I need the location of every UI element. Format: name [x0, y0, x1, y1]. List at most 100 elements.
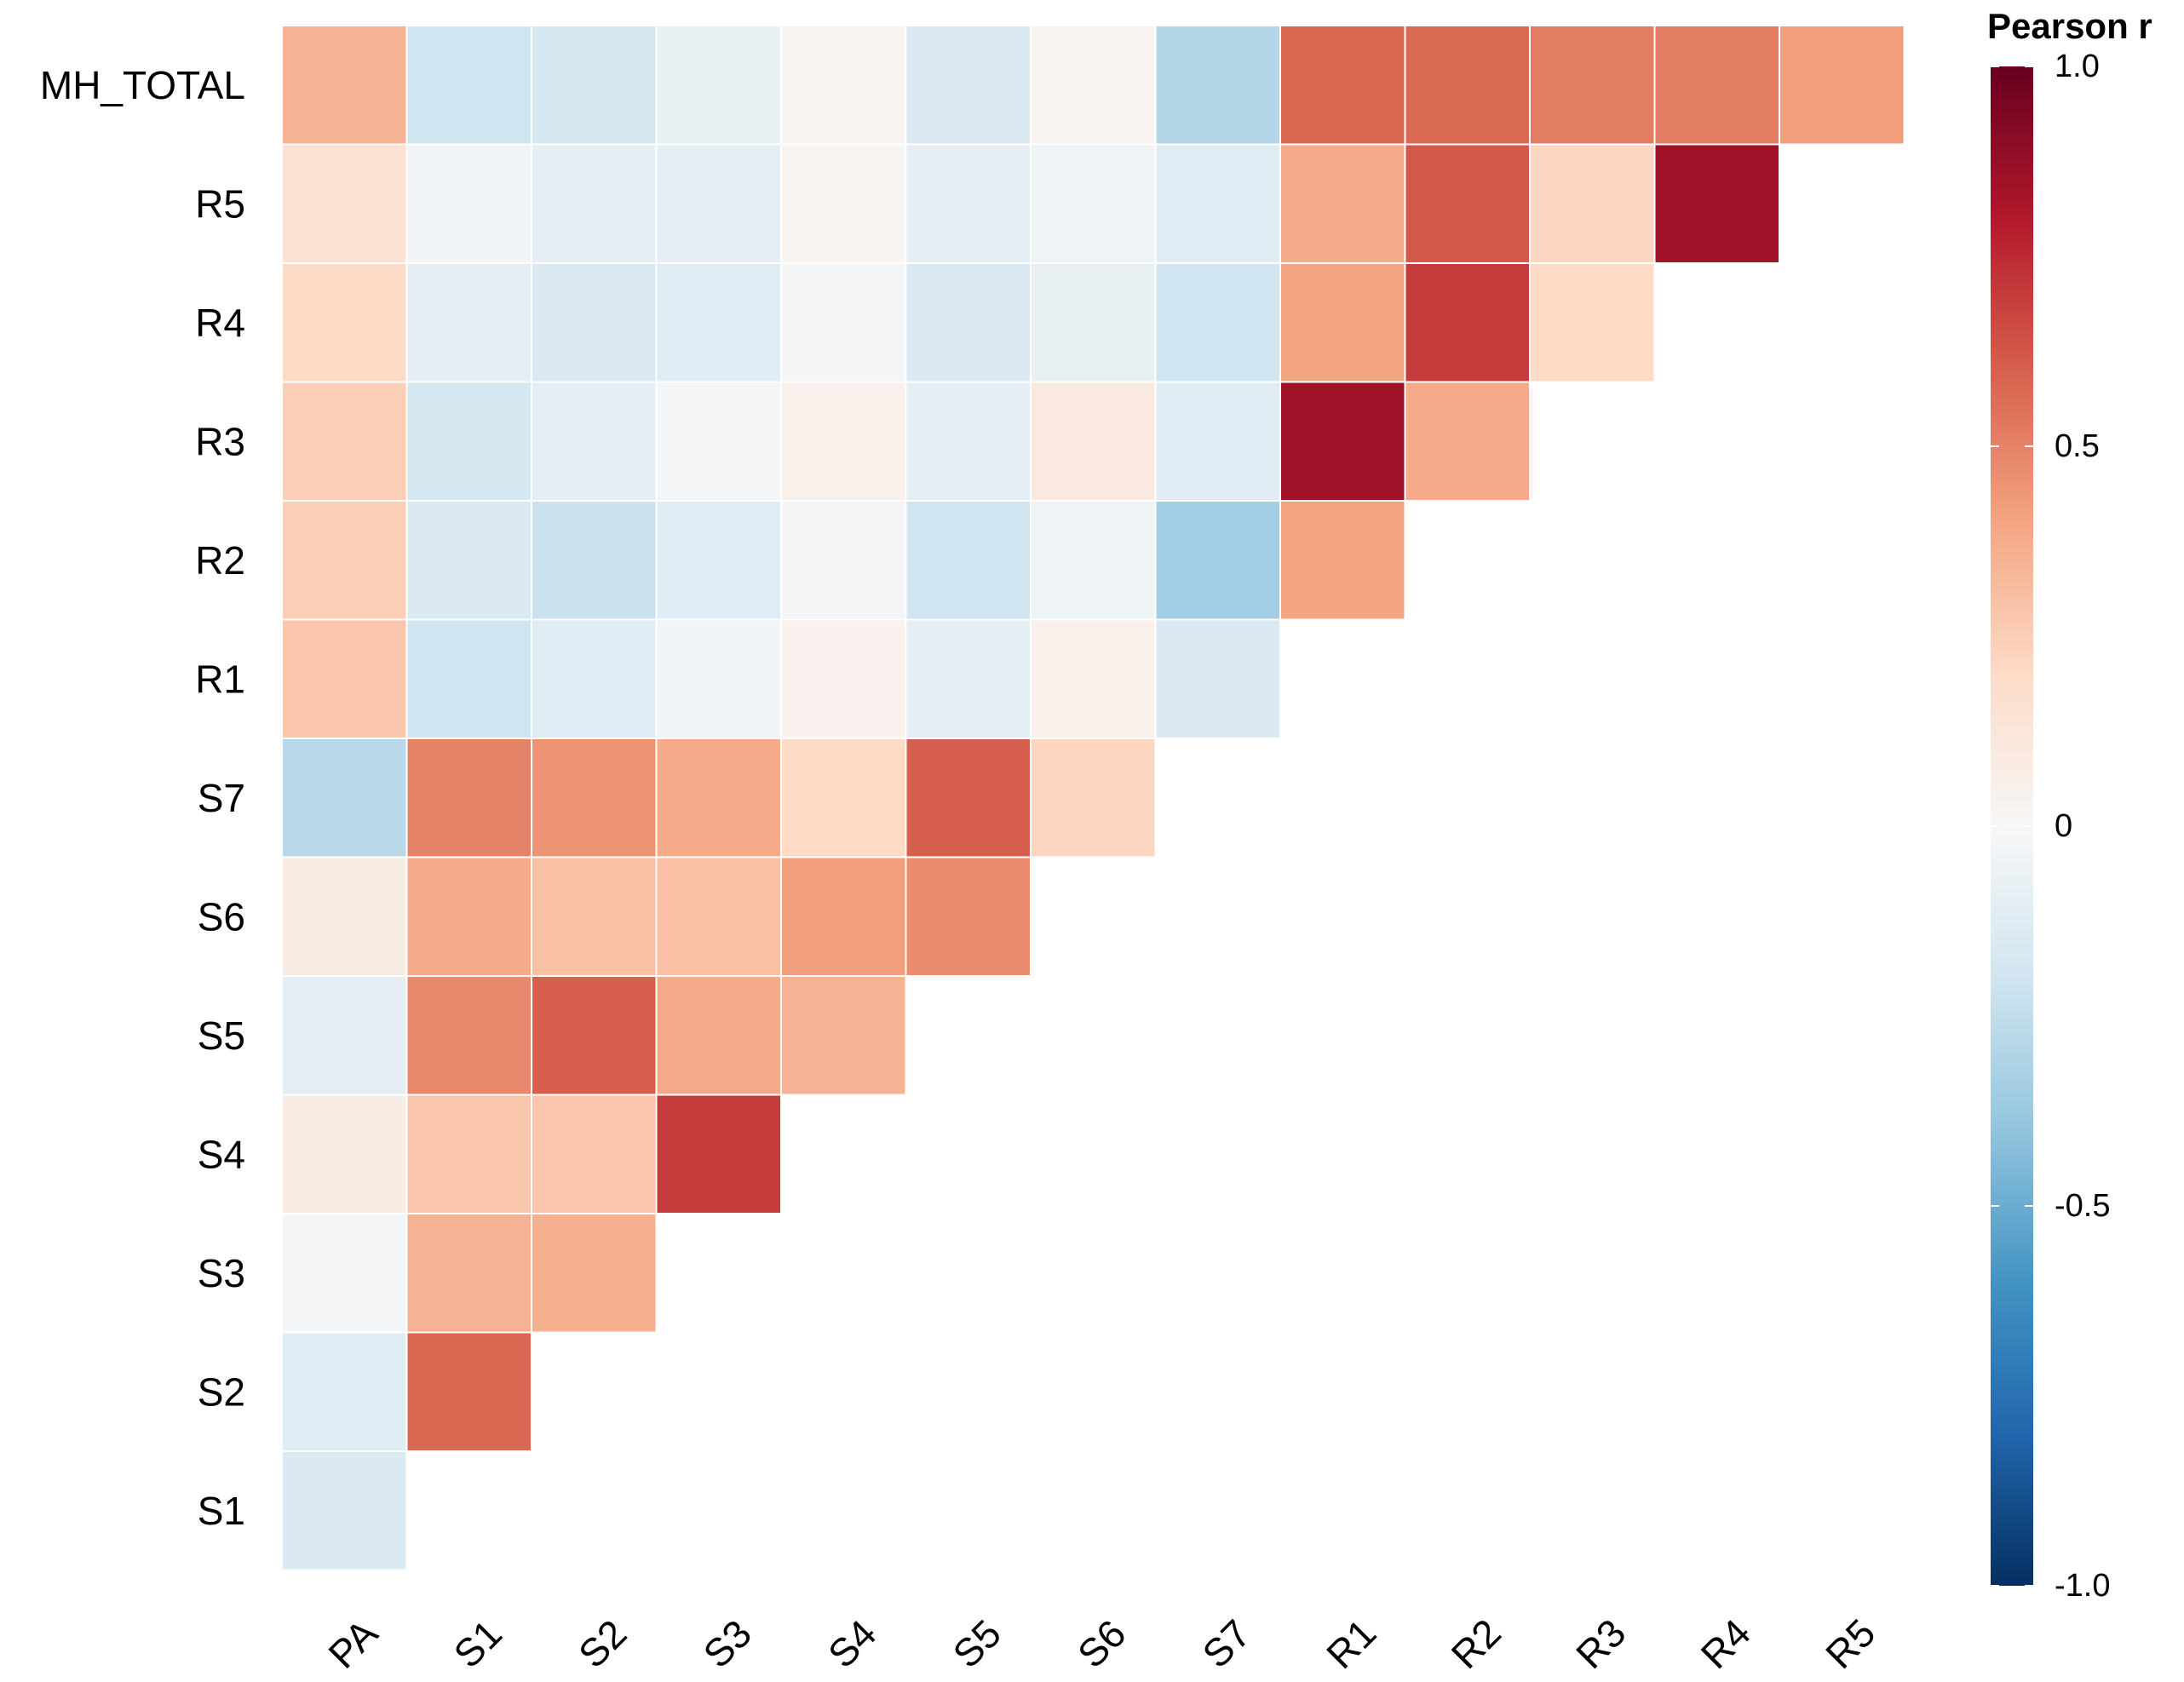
heatmap-cell-s6-s3: [655, 856, 782, 977]
heatmap-cell-r5-s7: [1154, 143, 1281, 264]
heatmap-cell-r3-s7: [1154, 381, 1281, 502]
x-tick-label: S4: [819, 1611, 885, 1677]
x-tick-label: R1: [1318, 1610, 1384, 1677]
x-tick-label: S7: [1193, 1611, 1259, 1677]
heatmap-cell-r3-s2: [531, 381, 658, 502]
heatmap-cell-mh-total-r5: [1779, 25, 1905, 146]
heatmap-cell-r2-s4: [780, 500, 907, 621]
heatmap-cell-mh-total-s1: [405, 25, 532, 146]
x-tick-label: S2: [570, 1611, 635, 1677]
heatmap-cell-r3-s5: [905, 381, 1032, 502]
heatmap-cell-r4-s6: [1030, 262, 1157, 383]
heatmap-cell-r5-s2: [531, 143, 658, 264]
heatmap-cell-r5-r2: [1404, 143, 1531, 264]
heatmap-cell-r1-s2: [531, 618, 658, 739]
x-tick-label: S6: [1069, 1611, 1135, 1677]
heatmap-cell-s6-s4: [780, 856, 907, 977]
heatmap-cell-s7-s2: [531, 738, 658, 858]
y-axis-labels: MH_TOTAL R5 R4 R3 R2 R1 S7 S6 S5 S4 S3 S2 S1: [40, 63, 245, 1533]
x-tick-label: R2: [1443, 1610, 1509, 1677]
heatmap-cell-r3-s3: [655, 381, 782, 502]
heatmap-cell-r3-pa: [281, 381, 408, 502]
heatmap-cell-s7-s1: [405, 738, 532, 858]
x-axis-labels: PA S1 S2 S3 S4 S5 S6 S7 R1 R2 R3 R4 R5: [319, 1610, 1883, 1677]
heatmap-cell-s6-pa: [281, 856, 408, 977]
heatmap-cell-r3-r2: [1404, 381, 1531, 502]
heatmap-cell-s4-s1: [405, 1094, 532, 1214]
heatmap-cell-r3-s4: [780, 381, 907, 502]
legend-tick-label: 0.5: [2055, 428, 2100, 464]
y-tick-label: S4: [198, 1132, 245, 1176]
heatmap-cell-r1-s6: [1030, 618, 1157, 739]
heatmap-cell-s2-s1: [405, 1331, 532, 1452]
y-tick-label: MH_TOTAL: [40, 63, 245, 107]
heatmap-cell-r2-s2: [531, 500, 658, 621]
heatmap-cell-s1-pa: [281, 1450, 408, 1571]
heatmap-cell-r3-s1: [405, 381, 532, 502]
heatmap-cell-s4-s3: [655, 1094, 782, 1214]
heatmap-cell-s5-s4: [780, 975, 907, 1096]
heatmap-cell-r1-s4: [780, 618, 907, 739]
heatmap-cell-r4-r3: [1529, 262, 1656, 383]
x-tick-label: R3: [1567, 1610, 1634, 1677]
heatmap-cell-mh-total-r1: [1279, 25, 1406, 146]
heatmap-cell-r1-s7: [1154, 618, 1281, 739]
heatmap-cell-s7-s6: [1030, 738, 1157, 858]
y-tick-label: S7: [198, 776, 245, 820]
legend-tick-label: 1.0: [2055, 49, 2100, 84]
heatmap-cell-mh-total-s2: [531, 25, 658, 146]
heatmap-cell-s6-s1: [405, 856, 532, 977]
y-tick-label: S3: [198, 1251, 245, 1295]
heatmap-cell-r4-s4: [780, 262, 907, 383]
y-tick-label: S5: [198, 1013, 245, 1058]
heatmap-cell-r5-r1: [1279, 143, 1406, 264]
heatmap-cell-r2-s3: [655, 500, 782, 621]
heatmap-cell-s7-s3: [655, 738, 782, 858]
heatmap-cell-s5-s3: [655, 975, 782, 1096]
heatmap-cell-r5-s4: [780, 143, 907, 264]
heatmap-cell-s3-s1: [405, 1213, 532, 1334]
heatmap-cell-r5-s6: [1030, 143, 1157, 264]
x-tick-label: S1: [445, 1611, 510, 1677]
heatmap-cell-r3-r1: [1279, 381, 1406, 502]
heatmap-cells: [281, 25, 1905, 1571]
heatmap-cell-s7-s5: [905, 738, 1032, 858]
heatmap-cell-r1-s1: [405, 618, 532, 739]
color-legend: Pearson r 1.0 0.5 0 -0.5 -1.0: [1987, 6, 2152, 1604]
heatmap-cell-r5-r4: [1653, 143, 1780, 264]
heatmap-cell-mh-total-s4: [780, 25, 907, 146]
heatmap-cell-mh-total-s7: [1154, 25, 1281, 146]
heatmap-cell-mh-total-s6: [1030, 25, 1157, 146]
heatmap-cell-s5-pa: [281, 975, 408, 1096]
heatmap-cell-mh-total-s3: [655, 25, 782, 146]
heatmap-cell-s6-s2: [531, 856, 658, 977]
y-tick-label: R4: [195, 301, 245, 345]
heatmap-cell-r4-pa: [281, 262, 408, 383]
heatmap-cell-r2-r1: [1279, 500, 1406, 621]
heatmap-cell-r4-s7: [1154, 262, 1281, 383]
heatmap-cell-r2-s5: [905, 500, 1032, 621]
heatmap-cell-r5-pa: [281, 143, 408, 264]
x-tick-label: S3: [694, 1611, 760, 1677]
heatmap-cell-r4-s3: [655, 262, 782, 383]
heatmap-cell-s4-s2: [531, 1094, 658, 1214]
heatmap-cell-r5-s3: [655, 143, 782, 264]
heatmap-cell-s7-pa: [281, 738, 408, 858]
heatmap-cell-r5-s5: [905, 143, 1032, 264]
legend-tick-label: 0: [2055, 808, 2072, 844]
heatmap-cell-r4-s5: [905, 262, 1032, 383]
y-tick-label: R3: [195, 419, 245, 463]
legend-tick-label: -1.0: [2055, 1568, 2110, 1604]
x-tick-label: R5: [1817, 1610, 1883, 1677]
heatmap-cell-r4-r1: [1279, 262, 1406, 383]
heatmap-cell-s3-pa: [281, 1213, 408, 1334]
heatmap-cell-r4-s2: [531, 262, 658, 383]
heatmap-cell-r2-s6: [1030, 500, 1157, 621]
heatmap-cell-r5-s1: [405, 143, 532, 264]
heatmap-cell-mh-total-r3: [1529, 25, 1656, 146]
legend-title: Pearson r: [1987, 6, 2152, 46]
legend-tick-label: -0.5: [2055, 1188, 2110, 1224]
heatmap-cell-s2-pa: [281, 1331, 408, 1452]
heatmap-cell-mh-total-r2: [1404, 25, 1531, 146]
